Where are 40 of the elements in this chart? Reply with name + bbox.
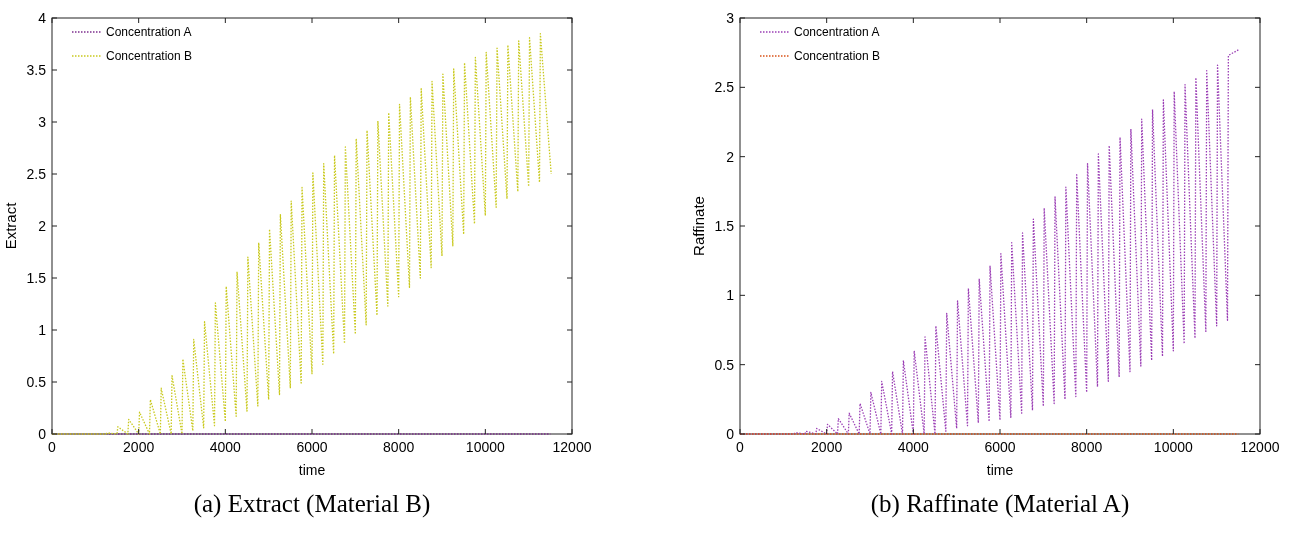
y-tick-label: 0 <box>726 426 735 442</box>
x-tick-label: 0 <box>48 439 57 455</box>
x-axis-title: time <box>298 462 326 478</box>
y-tick-label: 4 <box>38 10 47 26</box>
x-tick-label: 4000 <box>209 439 242 455</box>
x-tick-label: 2000 <box>123 439 155 455</box>
y-tick-label: 0 <box>38 426 47 442</box>
y-tick-label: 1 <box>726 287 735 304</box>
y-tick-label: 3 <box>726 10 735 26</box>
text: (b) Raffinate (Material A) <box>870 490 1130 518</box>
legend-label: Concentration A <box>106 25 192 39</box>
x-tick-label: 10000 <box>1153 439 1194 455</box>
x-tick-label: 6000 <box>296 439 328 455</box>
y-axis-title: Raffinate <box>690 196 707 256</box>
legend-label: Concentration B <box>106 49 193 63</box>
y-tick-label: 1.5 <box>714 218 735 234</box>
text: (a) Extract (Material B) <box>193 490 431 518</box>
legend-label: Concentration B <box>794 49 881 63</box>
y-tick-label: 0.5 <box>714 356 735 373</box>
x-tick-label: 6000 <box>984 439 1016 455</box>
x-tick-label: 0 <box>736 439 745 455</box>
y-tick-label: 2.5 <box>26 166 47 182</box>
x-tick-label: 10000 <box>465 439 506 455</box>
y-tick-label: 3.5 <box>26 62 47 78</box>
y-tick-label: 2 <box>38 218 47 234</box>
y-axis-title: Extract <box>2 201 19 250</box>
x-axis-title: time <box>986 462 1014 478</box>
x-tick-label: 12000 <box>552 439 592 455</box>
x-tick-label: 12000 <box>1240 439 1280 455</box>
x-tick-label: 4000 <box>897 439 930 455</box>
legend-label: Concentration A <box>794 25 880 39</box>
y-tick-label: 0.5 <box>26 374 47 390</box>
x-tick-label: 2000 <box>811 439 843 455</box>
y-tick-label: 2 <box>726 148 735 165</box>
x-tick-label: 8000 <box>1071 439 1103 455</box>
x-tick-label: 8000 <box>383 439 415 455</box>
y-tick-label: 1 <box>38 322 47 338</box>
y-tick-label: 2.5 <box>714 79 735 96</box>
y-tick-label: 1.5 <box>26 270 47 286</box>
y-tick-label: 3 <box>38 114 47 130</box>
